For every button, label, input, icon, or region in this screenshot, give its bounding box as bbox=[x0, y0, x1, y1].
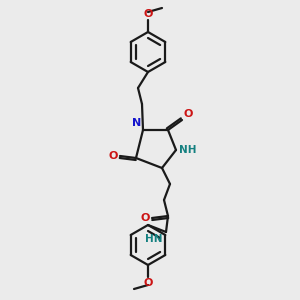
Text: NH: NH bbox=[179, 145, 196, 155]
Text: O: O bbox=[143, 9, 153, 19]
Text: O: O bbox=[143, 278, 153, 288]
Text: O: O bbox=[184, 109, 194, 119]
Text: N: N bbox=[132, 118, 141, 128]
Text: O: O bbox=[109, 151, 118, 161]
Text: O: O bbox=[141, 213, 150, 223]
Text: HN: HN bbox=[145, 234, 162, 244]
